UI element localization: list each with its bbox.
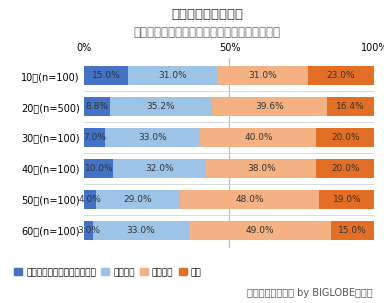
Text: 20.0%: 20.0% xyxy=(331,164,360,173)
Text: 39.6%: 39.6% xyxy=(255,102,284,111)
Bar xyxy=(331,221,374,240)
Text: 20.0%: 20.0% xyxy=(331,133,360,142)
Bar xyxy=(327,97,374,116)
Bar xyxy=(84,97,110,116)
Text: 15.0%: 15.0% xyxy=(338,226,367,235)
Bar xyxy=(319,190,374,209)
Text: 8.8%: 8.8% xyxy=(86,102,109,111)
Text: 31.0%: 31.0% xyxy=(248,71,277,80)
Bar xyxy=(84,190,96,209)
Text: 「あしたメディア by BIGLOBE」調べ: 「あしたメディア by BIGLOBE」調べ xyxy=(247,288,372,298)
Text: 40.0%: 40.0% xyxy=(244,133,273,142)
Bar xyxy=(96,190,180,209)
Bar xyxy=(84,159,114,178)
Text: 15.0%: 15.0% xyxy=(92,71,121,80)
Text: 7.0%: 7.0% xyxy=(83,133,106,142)
Bar xyxy=(206,159,316,178)
Bar xyxy=(110,97,212,116)
Text: 求める社会の方向性: 求める社会の方向性 xyxy=(171,8,243,21)
Text: 23.0%: 23.0% xyxy=(327,71,355,80)
Bar xyxy=(212,97,327,116)
Bar xyxy=(93,221,189,240)
Text: 35.2%: 35.2% xyxy=(147,102,175,111)
Bar xyxy=(105,128,200,147)
Text: 31.0%: 31.0% xyxy=(159,71,187,80)
Bar xyxy=(180,190,319,209)
Text: 10.0%: 10.0% xyxy=(84,164,113,173)
Text: 33.0%: 33.0% xyxy=(138,133,167,142)
Bar xyxy=(316,159,374,178)
Text: 29.0%: 29.0% xyxy=(124,195,152,204)
Text: 19.0%: 19.0% xyxy=(333,195,361,204)
Text: 3.0%: 3.0% xyxy=(77,226,100,235)
Text: 33.0%: 33.0% xyxy=(127,226,156,235)
Legend: 目身が求める方向性に：近い, やや近い, やや遠い, 遠い: 目身が求める方向性に：近い, やや近い, やや遠い, 遠い xyxy=(11,265,205,281)
Bar xyxy=(308,66,374,85)
Text: 49.0%: 49.0% xyxy=(246,226,274,235)
Bar xyxy=(316,128,374,147)
Bar xyxy=(84,128,105,147)
Bar xyxy=(84,66,128,85)
Text: 4.0%: 4.0% xyxy=(79,195,102,204)
Bar xyxy=(218,66,308,85)
Bar xyxy=(200,128,316,147)
Text: ［格差が拡大しても、経済成長を求める社会］: ［格差が拡大しても、経済成長を求める社会］ xyxy=(134,26,281,39)
Bar xyxy=(128,66,218,85)
Text: 48.0%: 48.0% xyxy=(235,195,264,204)
Text: 16.4%: 16.4% xyxy=(336,102,365,111)
Bar xyxy=(189,221,331,240)
Text: 38.0%: 38.0% xyxy=(247,164,276,173)
Bar xyxy=(114,159,206,178)
Bar xyxy=(84,221,93,240)
Text: 32.0%: 32.0% xyxy=(146,164,174,173)
